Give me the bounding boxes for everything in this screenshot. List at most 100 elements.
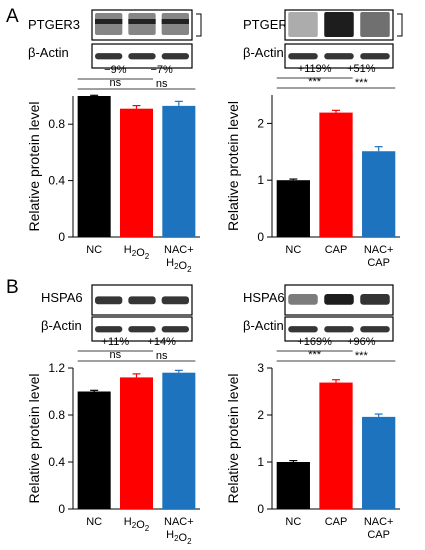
blot-band	[288, 326, 318, 333]
blot-band	[324, 294, 354, 305]
bar	[362, 151, 396, 237]
x-category-label: NC	[285, 516, 301, 528]
blot-target-label: HSPA6	[41, 290, 83, 305]
significance-label: ***	[308, 349, 322, 361]
y-tick-label: 0	[58, 502, 65, 516]
blot-target-label: PTGER3	[243, 17, 295, 32]
percent-change-label: +51%	[347, 63, 376, 75]
blot-band	[360, 294, 390, 305]
x-category-label: H2O2	[166, 257, 192, 274]
blot-band	[95, 53, 123, 60]
y-tick-label: 0	[257, 230, 264, 244]
bar	[119, 377, 154, 509]
y-axis-label: Relative protein level	[225, 101, 241, 231]
bar	[119, 108, 154, 237]
y-tick-label: 0.4	[48, 455, 65, 469]
blot-bracket	[397, 13, 403, 37]
y-tick-label: 0	[257, 502, 264, 516]
x-category-label: H2O2	[124, 516, 150, 533]
significance-label: ns	[110, 77, 122, 89]
blot-smear	[360, 12, 390, 37]
blot-smear	[324, 12, 354, 37]
blot-band	[288, 294, 318, 305]
y-tick-label: 1	[257, 455, 264, 469]
y-tick-label: 0.4	[48, 174, 65, 188]
blot-band	[95, 296, 123, 305]
bar	[276, 180, 310, 237]
bar	[162, 372, 196, 509]
blot-band	[161, 19, 189, 24]
significance-label: ***	[308, 76, 322, 88]
blot-band	[324, 53, 354, 60]
blot-loading-label: β-Actin	[28, 45, 69, 60]
blot-smear	[288, 12, 318, 37]
x-category-label: CAP	[367, 257, 390, 269]
y-axis-label: Relative protein level	[26, 374, 42, 504]
x-category-label: NAC+	[164, 516, 194, 528]
x-category-label: CAP	[325, 516, 348, 528]
significance-label: ***	[355, 77, 369, 89]
bar	[77, 391, 111, 509]
y-axis-label: Relative protein level	[26, 102, 42, 232]
blot-loading-label: β-Actin	[41, 318, 82, 333]
blot-strip	[284, 284, 394, 316]
bar	[77, 96, 111, 237]
blot-band	[161, 296, 189, 305]
blot-strip	[284, 43, 394, 69]
significance-label: ***	[355, 350, 369, 362]
x-category-label: H2O2	[124, 244, 150, 261]
blot-band	[128, 53, 156, 60]
percent-change-label: +14%	[147, 336, 176, 348]
bar	[276, 462, 310, 509]
blot-strip	[91, 9, 202, 41]
blot-target-label: HSPA6	[243, 290, 285, 305]
blot-band	[161, 326, 189, 333]
panel-letter-b: B	[6, 277, 19, 298]
y-tick-label: 2	[257, 408, 264, 422]
significance-label: ns	[156, 78, 168, 90]
percent-change-label: +169%	[297, 336, 332, 348]
x-category-label: NAC+	[364, 516, 394, 528]
y-tick-label: 0.8	[48, 408, 65, 422]
y-tick-label: 3	[257, 361, 264, 375]
blot-loading-label: β-Actin	[243, 318, 284, 333]
y-tick-label: 0	[58, 230, 65, 244]
x-category-label: CAP	[325, 244, 348, 256]
x-category-label: NC	[285, 244, 301, 256]
y-tick-label: 0.8	[48, 117, 65, 131]
blot-strip	[91, 316, 193, 342]
x-category-label: NC	[86, 516, 102, 528]
blot-band	[128, 326, 156, 333]
panel-letter-a: A	[6, 6, 19, 27]
bar	[319, 382, 353, 509]
significance-label: ns	[110, 349, 122, 361]
y-tick-label: 2	[257, 116, 264, 130]
blot-strip	[284, 316, 394, 342]
blot-strip	[91, 284, 193, 316]
y-tick-label: 1	[257, 173, 264, 187]
blot-band	[161, 53, 189, 60]
blot-strip	[91, 43, 193, 69]
x-category-label: CAP	[367, 529, 390, 541]
blot-loading-label: β-Actin	[243, 45, 284, 60]
western-blot-images	[91, 9, 403, 342]
percent-change-label: −9%	[104, 64, 127, 76]
percent-change-label: +11%	[102, 336, 130, 348]
blot-band	[95, 19, 123, 24]
blot-band	[360, 53, 390, 60]
percent-change-label: +119%	[298, 63, 332, 75]
blot-band	[95, 326, 123, 333]
x-category-label: NC	[86, 244, 102, 256]
x-category-label: H2O2	[166, 529, 192, 546]
percent-change-label: −7%	[151, 64, 174, 76]
blot-band	[128, 19, 156, 24]
blot-strip	[284, 9, 403, 41]
bar	[362, 416, 396, 509]
blot-band	[324, 326, 354, 333]
bar	[162, 105, 196, 238]
blot-target-label: PTGER3	[28, 17, 80, 32]
